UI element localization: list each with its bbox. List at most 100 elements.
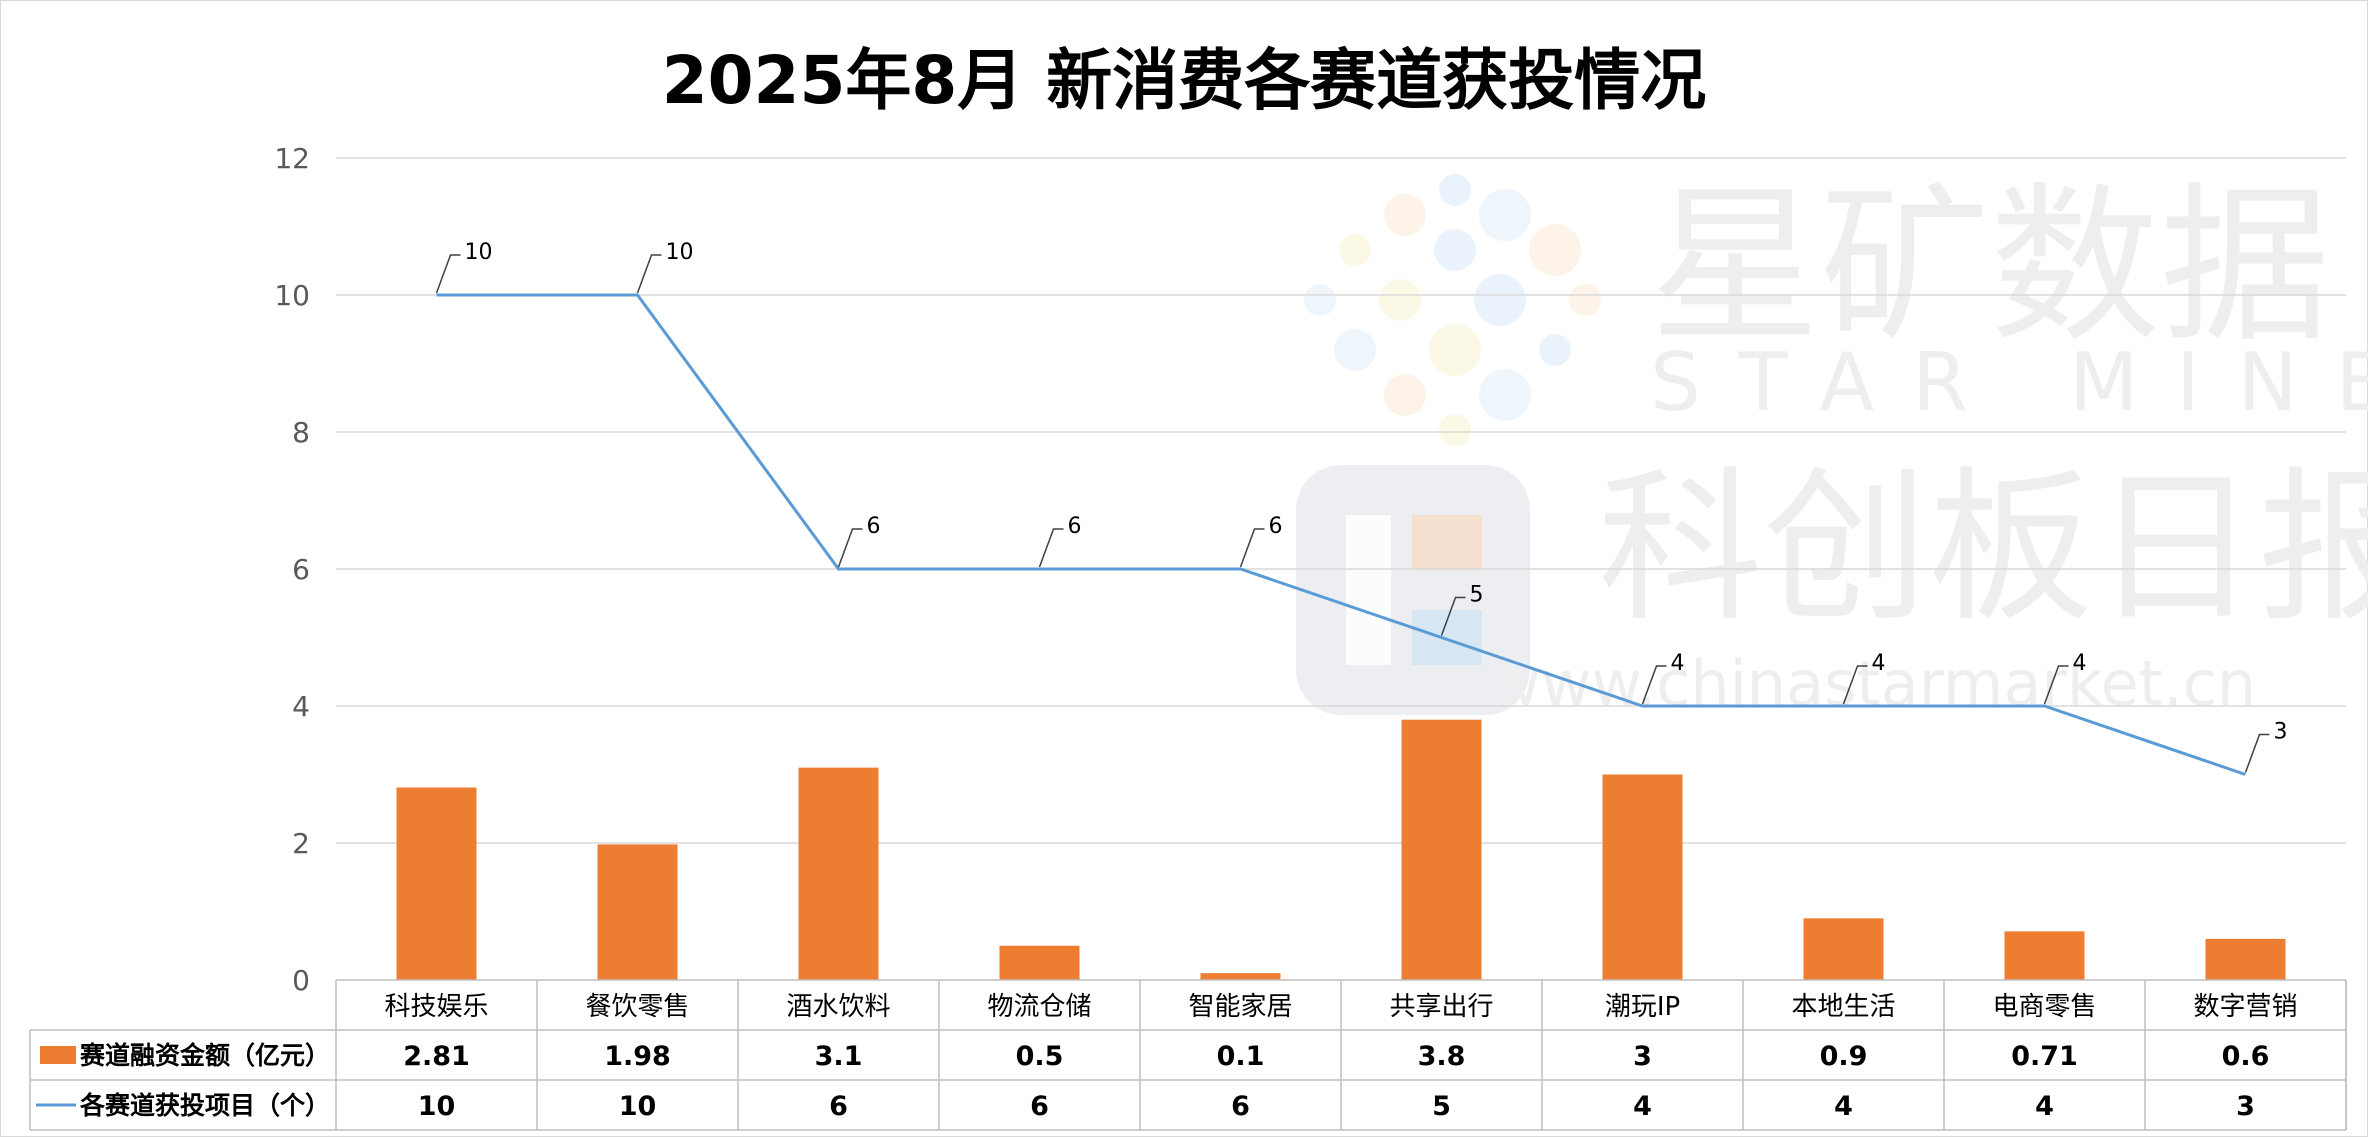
watermark-dot — [1434, 229, 1476, 271]
legend-swatch-bar — [40, 1046, 76, 1064]
line-series: 10 10 6 6 6 5 4 4 4 3 — [435, 240, 2288, 776]
line-label-leader — [1842, 665, 1868, 705]
y-tick-label: 4 — [292, 690, 310, 723]
watermark-dot — [1379, 279, 1421, 321]
watermark-dot — [1429, 324, 1481, 376]
watermark-url: www.chinastarmarket.cn — [1490, 647, 2256, 720]
line-value-label: 6 — [1269, 514, 1283, 539]
line-label-leader — [435, 254, 461, 294]
line-label-leader — [837, 528, 863, 568]
watermark-logo-orange — [1412, 515, 1482, 570]
watermark-paper-name: 科创板日报 — [1598, 452, 2368, 644]
y-tick-label: 12 — [274, 142, 310, 175]
gridlines — [336, 157, 2346, 844]
line-value-cell: 6 — [1030, 1091, 1049, 1122]
line-label-leader — [1440, 596, 1466, 636]
watermark-dot — [1539, 334, 1571, 366]
watermark-dot — [1384, 374, 1426, 416]
category-label: 酒水饮料 — [786, 992, 890, 1022]
bar — [1200, 973, 1281, 980]
line-label-leader — [1038, 528, 1064, 568]
line-value-label: 6 — [1068, 514, 1082, 539]
watermark-dot — [1304, 284, 1336, 316]
bar-value-cell: 2.81 — [403, 1041, 470, 1072]
line-label-leader — [1239, 528, 1265, 568]
bar — [1401, 719, 1482, 980]
category-label: 科技娱乐 — [384, 992, 488, 1022]
y-tick-label: 2 — [292, 827, 310, 860]
watermark-dot — [1384, 194, 1426, 236]
bar — [1803, 918, 1884, 980]
data-table: 科技娱乐 餐饮零售 酒水饮料 物流仓储 智能家居 共享出行 潮玩IP 本地生活 电商零售 数字营销… — [29, 979, 2347, 1131]
legend-label-bar: 赛道融资金额（亿元） — [79, 1041, 330, 1070]
line-value-label: 4 — [1671, 651, 1685, 676]
watermark-dot — [1339, 234, 1371, 266]
line-label-leader — [1641, 665, 1667, 705]
line-value-cell: 5 — [1432, 1091, 1451, 1122]
line-value-label: 6 — [867, 514, 881, 539]
line-value-cell: 6 — [1231, 1091, 1250, 1122]
bar-value-cell: 0.5 — [1016, 1041, 1064, 1072]
line-value-label: 10 — [465, 240, 493, 265]
line-value-label: 4 — [2073, 651, 2087, 676]
watermark-dot — [1439, 414, 1471, 446]
watermark-dot — [1479, 189, 1531, 241]
watermark-en-name: STAR MINE — [1650, 336, 2368, 429]
line-value-label: 10 — [666, 240, 694, 265]
bar — [1602, 774, 1683, 980]
line-label-leader — [2043, 665, 2069, 705]
watermark-logo-stripe — [1346, 515, 1391, 665]
watermark: 星矿数据 STAR MINE 科创板日报 www.chinastarmarket… — [1296, 168, 2368, 720]
line-value-cell: 3 — [2236, 1091, 2255, 1122]
category-label: 智能家居 — [1188, 992, 1292, 1022]
y-axis-ticks: 0 2 4 6 8 10 12 — [274, 142, 310, 997]
bar — [999, 945, 1080, 980]
y-tick-label: 0 — [292, 964, 310, 997]
y-tick-label: 10 — [274, 279, 310, 312]
category-label: 本地生活 — [1791, 992, 1895, 1022]
watermark-dot — [1479, 369, 1531, 421]
bar-value-cell: 3.8 — [1418, 1041, 1466, 1072]
bar — [2205, 938, 2286, 980]
line-value-label: 3 — [2274, 720, 2288, 745]
watermark-dot — [1439, 174, 1471, 206]
y-tick-label: 6 — [292, 553, 310, 586]
line-value-cell: 4 — [1834, 1091, 1853, 1122]
line-value-label: 5 — [1470, 583, 1484, 608]
line-value-cell: 10 — [418, 1091, 456, 1122]
watermark-dot — [1569, 284, 1601, 316]
bar — [798, 767, 879, 980]
category-label: 数字营销 — [2193, 992, 2297, 1022]
bar-value-cell: 0.1 — [1217, 1041, 1265, 1072]
chart-title: 2025年8月 新消费各赛道获投情况 — [662, 42, 1707, 119]
watermark-dot — [1474, 274, 1526, 326]
line-value-label: 4 — [1872, 651, 1886, 676]
line-value-cell: 6 — [829, 1091, 848, 1122]
category-label: 餐饮零售 — [585, 992, 689, 1022]
bar-value-cell: 0.6 — [2222, 1041, 2270, 1072]
category-label: 电商零售 — [1992, 992, 2096, 1022]
line-label-leader — [2244, 733, 2270, 773]
line-path — [436, 293, 2246, 776]
bar-value-cell: 0.9 — [1820, 1041, 1868, 1072]
bar — [2004, 931, 2085, 980]
watermark-cn-name: 星矿数据 — [1650, 168, 2330, 366]
line-label-leader — [636, 254, 662, 294]
category-label: 共享出行 — [1389, 992, 1493, 1022]
bar-value-cell: 0.71 — [2011, 1041, 2078, 1072]
line-value-cell: 4 — [2035, 1091, 2054, 1122]
bar-value-cell: 3 — [1633, 1041, 1652, 1072]
bar — [597, 844, 678, 980]
legend-label-line: 各赛道获投项目（个） — [79, 1091, 330, 1120]
bar-series — [396, 719, 2286, 980]
watermark-dots-logo — [1304, 174, 1601, 446]
line-value-cell: 10 — [619, 1091, 657, 1122]
bar-value-cell: 3.1 — [815, 1041, 863, 1072]
category-label: 潮玩IP — [1605, 992, 1680, 1022]
bar-value-cell: 1.98 — [604, 1041, 671, 1072]
watermark-logo-blue — [1412, 610, 1482, 665]
y-tick-label: 8 — [292, 416, 310, 449]
watermark-dot — [1529, 224, 1581, 276]
bar — [396, 787, 477, 980]
